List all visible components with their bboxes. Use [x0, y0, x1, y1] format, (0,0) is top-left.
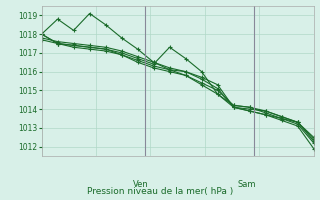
Text: Ven: Ven	[133, 180, 149, 189]
Text: Sam: Sam	[237, 180, 256, 189]
Text: Pression niveau de la mer( hPa ): Pression niveau de la mer( hPa )	[87, 187, 233, 196]
